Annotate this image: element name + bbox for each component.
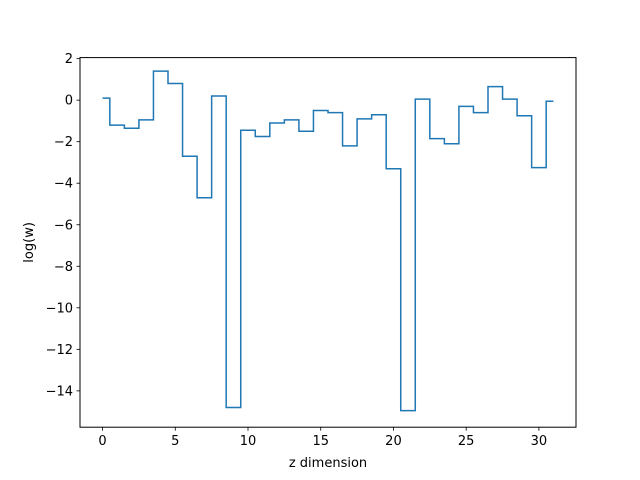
y-tick-label: −12 (46, 343, 73, 358)
y-tick-label: −14 (46, 384, 73, 399)
y-tick-label: −10 (46, 301, 73, 316)
x-tick-label: 5 (171, 434, 179, 449)
y-axis-label: log(w) (22, 222, 37, 263)
axes-frame (79, 57, 577, 428)
x-tick-label: 30 (531, 434, 548, 449)
x-axis-label: z dimension (289, 456, 367, 471)
y-tick-label: 0 (65, 94, 73, 109)
series-line-0 (102, 70, 554, 412)
x-tick-label: 20 (385, 434, 402, 449)
x-tick-label: 10 (240, 434, 257, 449)
y-tick-label: −4 (54, 177, 73, 192)
y-axis: 2 0 −2 −4 −6 −8 −10 −12 −14 (46, 52, 80, 399)
plot-area (102, 70, 554, 412)
x-tick-label: 15 (312, 434, 329, 449)
y-tick-label: −8 (54, 260, 73, 275)
x-axis: 0 5 10 15 20 25 30 (98, 427, 547, 449)
y-tick-label: −2 (54, 135, 73, 150)
x-tick-label: 0 (98, 434, 106, 449)
y-tick-label: 2 (65, 52, 73, 67)
y-tick-label: −6 (54, 218, 73, 233)
x-tick-label: 25 (458, 434, 475, 449)
